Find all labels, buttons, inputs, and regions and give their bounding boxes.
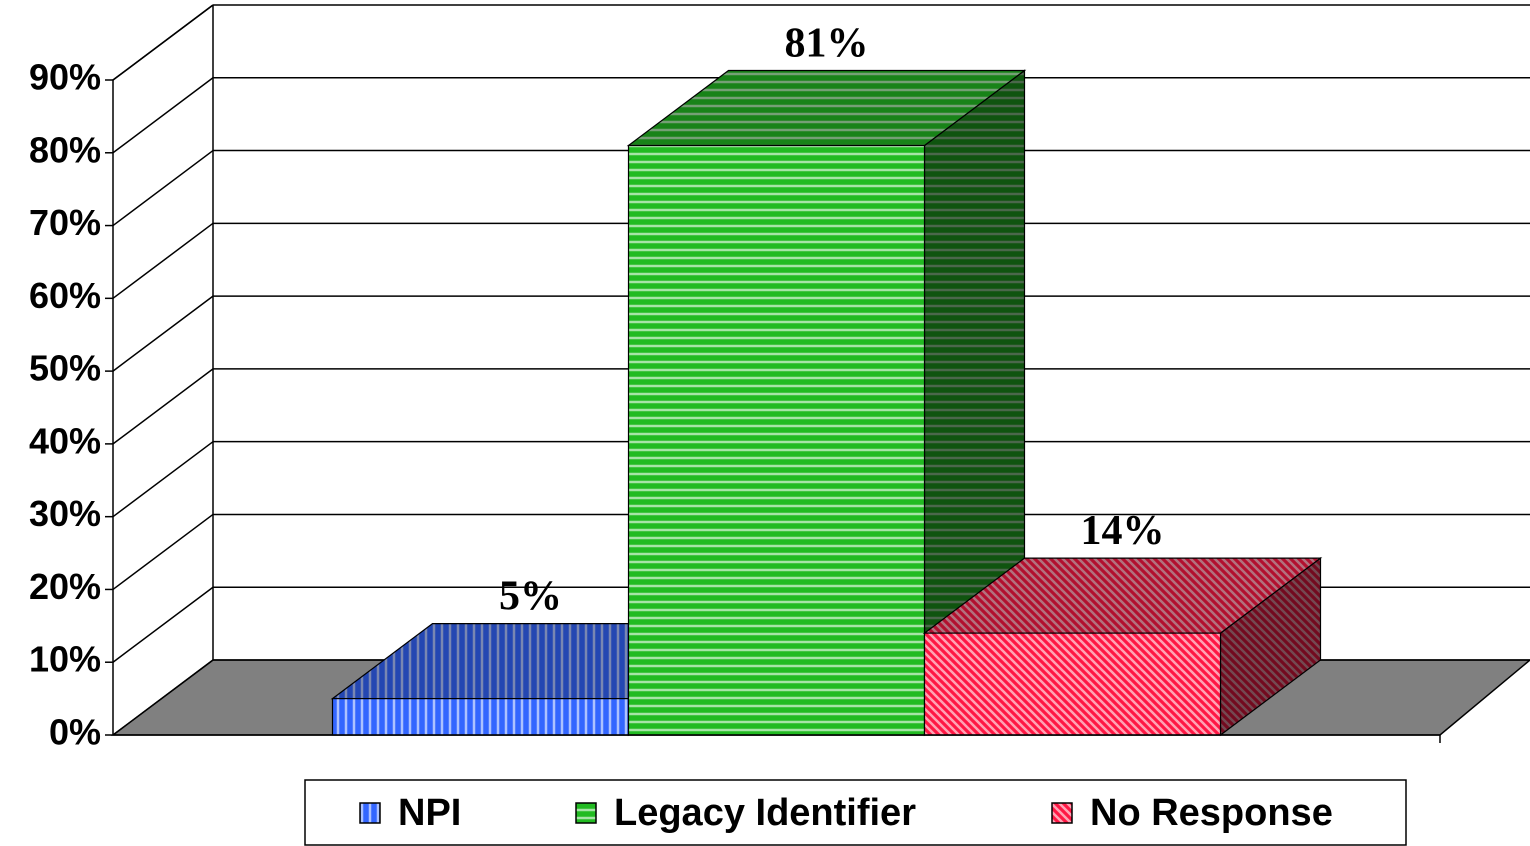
legend-swatch: [359, 802, 381, 824]
bar: [922, 556, 1323, 737]
side-grid-line: [112, 368, 214, 445]
legend-label: No Response: [1090, 792, 1333, 834]
value-label: 5%: [499, 574, 562, 620]
side-grid-line: [112, 77, 214, 154]
bar-front: [923, 632, 1222, 736]
y-tick-label: 20%: [29, 566, 101, 607]
legend-swatch: [575, 802, 597, 824]
value-label: 81%: [785, 21, 869, 67]
y-tick-label: 70%: [29, 202, 101, 243]
side-grid-line: [112, 659, 214, 736]
value-label: 14%: [1081, 508, 1165, 554]
side-grid-line: [112, 222, 214, 299]
bar-front: [627, 144, 926, 736]
legend-label: NPI: [398, 792, 461, 834]
side-grid-line: [112, 4, 214, 81]
bar-front: [331, 698, 630, 736]
y-tick-label: 30%: [29, 493, 101, 534]
side-grid-line: [112, 586, 214, 663]
y-tick-label: 10%: [29, 639, 101, 680]
legend-box: [304, 779, 1407, 846]
bar: [626, 69, 1027, 737]
y-tick-label: 0%: [49, 712, 101, 753]
side-grid-line: [112, 149, 214, 227]
y-tick-label: 80%: [29, 129, 101, 170]
legend-label: Legacy Identifier: [614, 792, 916, 834]
y-tick-label: 40%: [29, 420, 101, 461]
side-grid-line: [112, 295, 214, 372]
y-tick-label: 90%: [29, 57, 101, 98]
y-tick-label: 50%: [29, 348, 101, 389]
side-grid-line: [112, 441, 214, 518]
y-tick-label: 60%: [29, 275, 101, 316]
side-grid-line: [112, 513, 214, 591]
legend-swatch: [1051, 802, 1073, 824]
